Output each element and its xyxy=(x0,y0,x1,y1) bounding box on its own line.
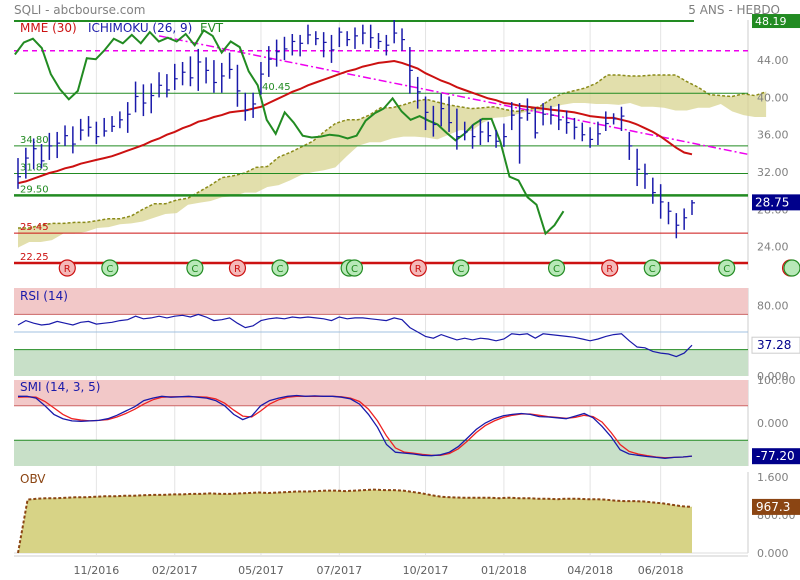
obv-area xyxy=(18,489,692,553)
signal-marker-edge xyxy=(783,259,800,277)
x-tick-label: 02/2017 xyxy=(152,564,198,577)
signal-marker xyxy=(186,259,204,277)
x-tick-label: 01/2018 xyxy=(481,564,527,577)
smi-line xyxy=(18,394,693,459)
trend-line xyxy=(158,35,749,156)
smi-y-tick: 0.000 xyxy=(757,417,789,430)
main-y-tick: 44.00 xyxy=(757,54,789,67)
smi-label: SMI (14, 3, 5) xyxy=(20,380,100,394)
signal-marker xyxy=(718,259,736,277)
signal-label: C xyxy=(649,264,656,275)
level-label: 25.45 xyxy=(20,222,49,233)
signal-label: C xyxy=(723,264,730,275)
signal-label: C xyxy=(553,264,560,275)
signal-marker xyxy=(409,259,427,277)
rsi-y-tick: 0.000 xyxy=(757,370,789,383)
rsi-label: RSI (14) xyxy=(20,289,68,303)
smi-signal-line xyxy=(17,395,693,459)
rsi-value-box xyxy=(751,336,800,354)
x-tick-label: 10/2017 xyxy=(403,564,449,577)
signal-label: C xyxy=(277,264,284,275)
ichimoku-cloud xyxy=(18,75,767,248)
signal-marker xyxy=(101,259,119,277)
legend-mme: MME (30) xyxy=(20,21,77,35)
rsi-line xyxy=(17,313,693,358)
signal-label: C xyxy=(457,264,464,275)
signal-marker xyxy=(228,259,247,277)
rsi-value-text: 37.28 xyxy=(757,338,791,352)
text-layer: SQLI - abcbourse.com 5 ANS - HEBDO MME (… xyxy=(14,3,780,486)
signal-marker xyxy=(547,259,566,277)
legend-ichimoku: ICHIMOKU (26, 9) xyxy=(88,21,192,35)
rsi-oversold-zone xyxy=(14,349,748,376)
signal-label: R xyxy=(234,264,241,275)
main-y-tick: 40.00 xyxy=(757,91,789,104)
top-value-box xyxy=(752,14,800,29)
signal-marker xyxy=(58,259,76,277)
main-y-tick: 32.00 xyxy=(757,166,789,179)
obv-value-box xyxy=(752,498,800,515)
signal-label: C xyxy=(106,264,113,275)
smi-value-box xyxy=(752,448,800,465)
legend-evt: EVT xyxy=(200,21,224,35)
main-y-tick: 36.00 xyxy=(757,129,789,142)
chart-title: SQLI - abcbourse.com xyxy=(14,3,145,17)
x-tick-label: 07/2017 xyxy=(316,564,362,577)
period-label: 5 ANS - HEBDO xyxy=(688,3,780,17)
smi-value-text: -77.20 xyxy=(756,449,795,463)
signal-label: R xyxy=(415,264,422,275)
smi-oversold-zone xyxy=(14,440,748,466)
cloud-span-line xyxy=(18,74,767,229)
signal-label: R xyxy=(606,264,613,275)
signal-marker xyxy=(271,259,289,277)
signal-marker xyxy=(643,259,661,277)
level-label: 40.45 xyxy=(262,82,291,93)
ma30-line xyxy=(17,59,693,185)
signal-marker xyxy=(345,259,364,277)
main-y-tick: 24.00 xyxy=(757,241,789,254)
signal-marker xyxy=(452,259,470,277)
obv-y-tick: 0.000 xyxy=(757,547,789,560)
smi-panel: 100.00 0.000 -77.20 xyxy=(14,374,800,466)
rsi-y-tick: 80.00 xyxy=(757,300,789,313)
signal-label: C xyxy=(351,264,358,275)
obv-line xyxy=(17,488,693,554)
level-label: 22.25 xyxy=(20,252,49,263)
obv-y-tick: 1.600 xyxy=(757,471,789,484)
rsi-overbought-zone xyxy=(14,288,748,315)
last-value-text: 28.75 xyxy=(755,195,789,209)
x-tick-label: 05/2017 xyxy=(238,564,284,577)
smi-y-tick: 100.00 xyxy=(757,374,796,387)
signal-label: C xyxy=(191,264,198,275)
obv-value-text: 967.3 xyxy=(756,500,790,514)
smi-overbought-zone xyxy=(14,380,748,406)
x-tick-label: 04/2018 xyxy=(567,564,613,577)
signal-label: R xyxy=(64,264,71,275)
main-price-panel: 24.0028.0032.0036.0040.0044.0040.4534.80… xyxy=(14,14,800,277)
signal-marker xyxy=(601,259,619,277)
obv-label: OBV xyxy=(20,472,46,486)
x-tick-label: 11/2016 xyxy=(74,564,120,577)
x-tick-label: 06/2018 xyxy=(638,564,684,577)
level-label: 29.50 xyxy=(20,184,49,195)
last-value-box xyxy=(752,194,800,211)
top-value-text: 48.19 xyxy=(755,15,787,28)
